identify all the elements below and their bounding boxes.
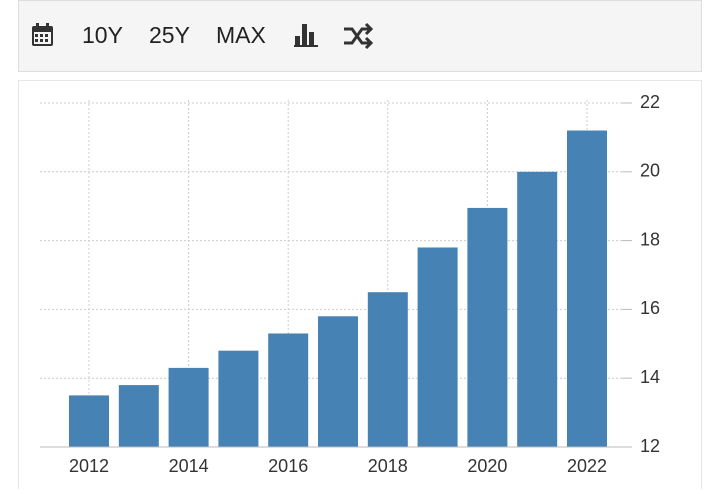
- y-tick-label: 12: [640, 436, 660, 456]
- y-tick-label: 18: [640, 229, 660, 249]
- bar: [417, 247, 458, 447]
- x-tick-label: 2018: [368, 456, 408, 476]
- y-tick-label: 16: [640, 298, 660, 318]
- bar: [69, 395, 109, 447]
- bar: [268, 333, 309, 447]
- bar: [218, 350, 259, 447]
- x-tick-label: 2016: [268, 456, 308, 476]
- bar: [517, 171, 558, 448]
- toolbar: [18, 0, 702, 72]
- bar: [567, 130, 607, 447]
- range-button[interactable]: 25Y: [149, 22, 190, 48]
- y-tick-label: 20: [640, 161, 660, 181]
- range-button[interactable]: MAX: [216, 22, 266, 48]
- x-tick-label: 2020: [467, 456, 507, 476]
- range-button[interactable]: 10Y: [82, 22, 123, 48]
- shuffle-icon[interactable]: [344, 22, 374, 50]
- bar-chart-icon[interactable]: [294, 24, 318, 47]
- calendar-icon[interactable]: [32, 23, 53, 46]
- x-tick-label: 2022: [567, 456, 607, 476]
- bar: [367, 292, 408, 447]
- x-tick-label: 2012: [69, 456, 109, 476]
- bar: [118, 385, 159, 447]
- x-tick-label: 2014: [169, 456, 209, 476]
- y-tick-label: 22: [640, 92, 660, 112]
- bar: [318, 316, 358, 447]
- y-tick-label: 14: [640, 367, 660, 387]
- bar: [168, 367, 209, 447]
- bar: [467, 207, 508, 447]
